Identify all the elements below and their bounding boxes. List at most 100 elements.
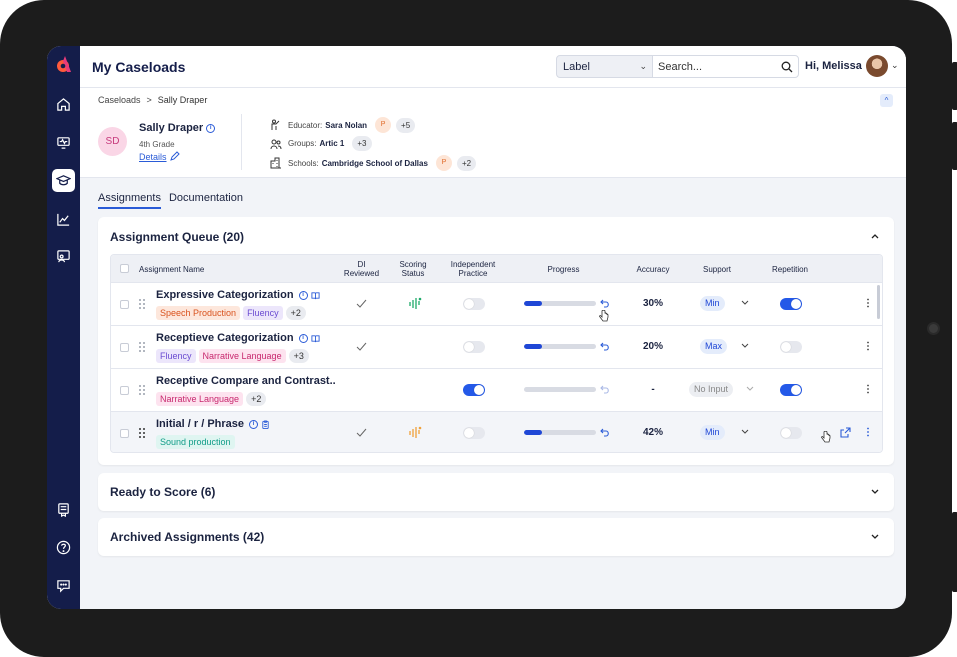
collapse-panel-button[interactable]: ^ [880,94,893,107]
accuracy-value: 42% [642,427,663,438]
repetition-toggle[interactable] [780,427,802,439]
info-icon[interactable]: i [298,333,308,343]
repetition-toggle[interactable] [780,341,802,353]
assignment-name[interactable]: Receptieve Categorization i [156,332,320,344]
drag-handle-icon[interactable] [138,384,147,396]
more-tags-chip[interactable]: +2 [285,306,306,320]
search-input[interactable] [653,56,773,77]
chevron-up-icon[interactable] [870,231,880,241]
help-icon[interactable] [52,536,75,559]
chevron-down-icon[interactable] [741,341,749,349]
label-select[interactable]: Label ⌄ [556,55,653,78]
certificate-icon[interactable] [52,498,75,521]
row-checkbox[interactable] [120,300,129,309]
external-link-icon[interactable] [840,427,851,438]
independent-practice-toggle[interactable] [463,427,485,439]
ready-to-score-title[interactable]: Ready to Score (6) [110,485,216,499]
educator-label: Educator: [288,120,323,130]
breadcrumb-separator: > [146,95,152,105]
table-row[interactable]: Initial / r / Phrase i Sound production 4… [111,412,882,452]
breadcrumb: Caseloads > Sally Draper [98,95,207,105]
assignment-name-text: Initial / r / Phrase [156,418,245,430]
details-link[interactable]: Details [139,152,167,162]
more-options-icon[interactable] [866,427,870,437]
select-all-checkbox[interactable] [120,264,129,273]
assignment-name[interactable]: Initial / r / Phrase i [156,418,270,430]
archived-assignments-card[interactable]: Archived Assignments (42) [98,518,894,556]
chart-icon[interactable] [52,208,75,231]
student-avatar: SD [98,127,127,156]
graduation-cap-icon[interactable] [52,169,75,192]
support-pill[interactable]: Min [700,425,725,440]
progress-bar [524,387,596,392]
scrollbar[interactable] [877,285,880,319]
sidebar [47,46,80,609]
user-greeting: Hi, Melissa [805,60,862,72]
tag-chip: Narrative Language [156,392,244,406]
row-checkbox[interactable] [120,386,129,395]
more-options-icon[interactable] [866,341,870,351]
more-tags-chip[interactable]: +3 [288,349,309,363]
presenter-icon[interactable] [52,245,75,268]
search-box[interactable] [652,55,799,78]
undo-icon[interactable] [600,298,610,308]
assignment-name[interactable]: Expressive Categorization i [156,289,320,301]
breadcrumb-root[interactable]: Caseloads [98,95,141,105]
assignment-queue-title[interactable]: Assignment Queue (20) [110,230,245,244]
progress-fill [524,301,542,306]
chat-icon[interactable] [52,574,75,597]
repetition-toggle[interactable] [780,384,802,396]
support-pill[interactable]: Max [700,339,728,354]
independent-practice-toggle[interactable] [463,341,485,353]
chevron-down-icon[interactable] [746,384,754,392]
educator-more-chip[interactable]: +5 [396,117,416,133]
table-row[interactable]: Receptive Compare and Contrast.. Narrati… [111,369,882,412]
more-tags-chip[interactable]: +2 [246,392,267,406]
chevron-down-icon[interactable]: ⌄ [891,60,899,70]
assignment-name-text: Receptive Compare and Contrast.. [156,375,336,387]
groups-more-chip[interactable]: +3 [352,136,372,151]
assignment-name[interactable]: Receptive Compare and Contrast.. [156,375,336,387]
schools-more-chip[interactable]: +2 [456,155,477,171]
pencil-icon[interactable] [170,151,180,161]
info-icon[interactable]: i [298,290,308,300]
drag-handle-icon[interactable] [138,341,147,353]
drag-handle-icon[interactable] [138,427,147,439]
table-row[interactable]: Expressive Categorization i Speech Produc… [111,283,882,326]
info-icon[interactable]: i [249,419,259,429]
info-icon[interactable]: i [206,123,216,133]
undo-icon[interactable] [600,427,610,437]
app-logo-icon[interactable] [54,54,74,74]
more-options-icon[interactable] [866,384,870,394]
independent-practice-toggle[interactable] [463,298,485,310]
home-icon[interactable] [52,93,75,116]
tab-assignments[interactable]: Assignments [98,192,161,209]
table-row[interactable]: Receptieve Categorization i Fluency Narra… [111,326,882,369]
search-icon[interactable] [781,61,793,73]
educator-row: Educator: Sara Nolan P +5 [270,117,416,133]
assignment-queue-card: Assignment Queue (20) Assignment Name DI… [98,217,894,465]
archived-assignments-title[interactable]: Archived Assignments (42) [110,530,265,544]
support-pill[interactable]: Min [700,296,725,311]
monitor-icon[interactable] [52,131,75,154]
drag-handle-icon[interactable] [138,298,147,310]
groups-name: Artic 1 [319,139,345,148]
chevron-down-icon[interactable] [870,532,880,542]
support-pill[interactable]: No Input [689,382,734,397]
chevron-down-icon[interactable] [741,298,749,306]
independent-practice-toggle[interactable] [463,384,485,396]
row-checkbox[interactable] [120,343,129,352]
book-icon[interactable] [310,334,320,343]
clipboard-icon[interactable] [261,420,270,429]
book-icon[interactable] [311,291,320,300]
row-checkbox[interactable] [120,429,129,438]
repetition-toggle[interactable] [780,298,802,310]
undo-icon[interactable] [600,341,610,351]
user-avatar[interactable] [866,55,888,77]
more-options-icon[interactable] [866,298,870,308]
educator-name: Sara Nolan [325,120,368,130]
ready-to-score-card[interactable]: Ready to Score (6) [98,473,894,511]
tab-documentation[interactable]: Documentation [168,192,243,204]
chevron-down-icon[interactable] [741,427,749,435]
chevron-down-icon[interactable] [870,487,880,497]
